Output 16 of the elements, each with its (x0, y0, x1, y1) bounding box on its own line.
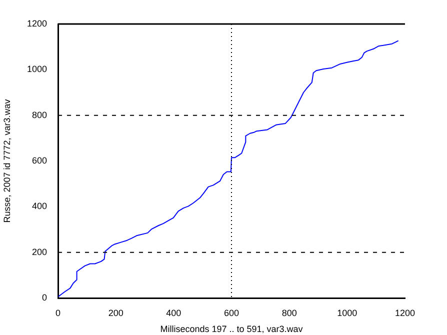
y-tick-label: 0 (42, 292, 47, 302)
x-tick-label: 800 (282, 308, 297, 318)
x-tick-label: 200 (108, 308, 124, 318)
x-tick-label: 0 (55, 308, 61, 318)
x-tick-label: 1000 (337, 308, 358, 318)
y-tick-label: 200 (32, 246, 47, 257)
x-tick-label: 600 (224, 308, 240, 318)
y-tick-label: 800 (32, 110, 47, 120)
y-tick-label: 600 (32, 155, 47, 166)
x-tick-label: 1200 (394, 308, 416, 318)
y-tick-label: 1000 (26, 64, 47, 74)
y-axis-title: Russe, 2007 id 7772, var3.wav (2, 98, 12, 223)
y-tick-label: 1200 (26, 18, 47, 28)
y-tick-label: 400 (32, 201, 47, 212)
x-axis-title: Milliseconds 197 .. to 591, var3.wav (160, 324, 304, 334)
x-tick-label: 400 (166, 308, 182, 318)
